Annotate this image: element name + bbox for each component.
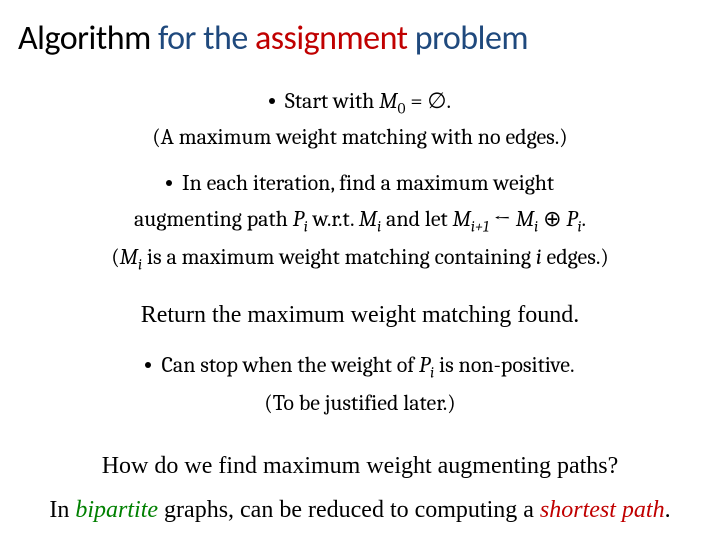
step-2b: augmenting path Pi w.r.t. Mi and let Mi+… <box>18 205 702 237</box>
s2-P: P <box>293 206 304 232</box>
ans-a: In <box>49 497 75 523</box>
step1-sub: 0 <box>398 99 406 117</box>
slide-title: Algorithm for the assignment problem <box>18 18 702 59</box>
ans-bipartite: bipartite <box>75 497 158 523</box>
s2-P2: P <box>566 206 577 232</box>
s2-end: . <box>582 206 587 232</box>
title-seg3: assignment <box>255 18 408 59</box>
step1-post: = ∅. <box>406 88 452 114</box>
step-1-note: (A maximum weight matching with no edges… <box>18 123 702 153</box>
bullet-icon <box>145 362 151 368</box>
s3-a: Can stop when the weight of <box>161 352 419 378</box>
s2-M2: M <box>453 206 471 232</box>
ans-c: graphs, can be reduced to computing a <box>158 497 540 523</box>
s2-a: augmenting path <box>134 206 293 232</box>
s2n-b: is a maximum weight matching containing <box>142 244 536 270</box>
title-seg2: for the <box>158 18 255 59</box>
s2-i3: i+1 <box>471 217 489 235</box>
s2n-a: ( <box>111 244 119 270</box>
answer-line: In bipartite graphs, can be reduced to c… <box>18 494 702 528</box>
return-line: Return the maximum weight matching found… <box>18 299 702 333</box>
s2-arrow: ← <box>489 206 516 232</box>
s2n-M: M <box>120 244 138 270</box>
title-seg4: problem <box>408 18 529 59</box>
stop-note: (To be justified later.) <box>18 389 702 419</box>
s2-c: and let <box>381 206 452 232</box>
step1-var: M <box>379 88 397 114</box>
ans-e: . <box>665 497 671 523</box>
step-1: Start with M0 = ∅. <box>18 87 702 119</box>
s2n-d: edges.) <box>542 244 609 270</box>
step-2-note: (Mi is a maximum weight matching contain… <box>18 243 702 275</box>
s3-P: P <box>419 352 430 378</box>
s2-M1: M <box>359 206 377 232</box>
title-seg1: Algorithm <box>18 18 158 59</box>
stop-condition: Can stop when the weight of Pi is non-po… <box>18 351 702 383</box>
question-line: How do we find maximum weight augmenting… <box>18 450 702 484</box>
ans-shortest: shortest path <box>540 497 665 523</box>
s2-M3: M <box>516 206 534 232</box>
step-2a: In each iteration, find a maximum weight <box>18 169 702 199</box>
s2-op: ⊕ <box>538 206 566 232</box>
s3-b: is non-positive. <box>434 352 574 378</box>
bullet-icon <box>166 180 172 186</box>
step1-pre: Start with <box>285 88 379 114</box>
s2-b: w.r.t. <box>308 206 359 232</box>
step2-line1: In each iteration, find a maximum weight <box>182 170 554 196</box>
bullet-icon <box>269 98 275 104</box>
